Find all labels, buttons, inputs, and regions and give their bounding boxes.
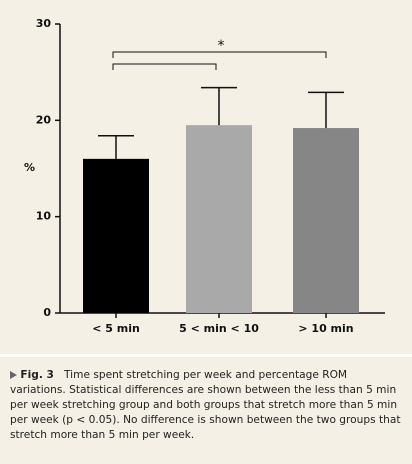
bar: [293, 128, 359, 313]
significance-bracket: [112, 51, 327, 58]
x-tick-label: > 10 min: [298, 322, 353, 335]
annotation: *: [218, 38, 225, 54]
x-tick-label: 5 < min < 10: [179, 322, 259, 335]
x-tick-label: < 5 min: [92, 322, 140, 335]
caption-marker: [10, 371, 17, 379]
chart: % 0 10 20 30 < 5 min 5 < min < 10 > 10 min *: [24, 17, 385, 335]
y-axis-label: %: [24, 161, 35, 174]
y-tick-label: 30: [36, 17, 52, 30]
separator: [0, 354, 412, 357]
y-tick-label: 10: [36, 210, 52, 223]
caption-label: Fig. 3: [20, 369, 54, 381]
bar: [83, 158, 149, 313]
y-tick-label: 20: [36, 113, 52, 126]
significance-bracket: [112, 63, 217, 70]
caption: Fig. 3 Time spent stretching per week an…: [10, 368, 402, 443]
bar: [186, 125, 252, 314]
caption-text: Time spent stretching per week and perce…: [10, 369, 401, 441]
y-tick-label: 0: [43, 306, 51, 319]
